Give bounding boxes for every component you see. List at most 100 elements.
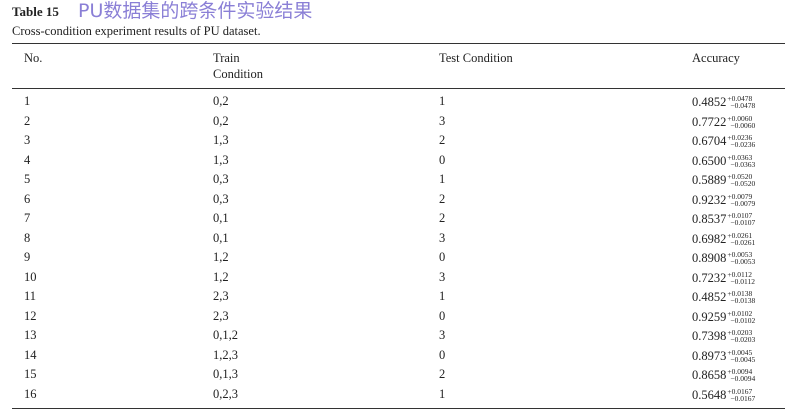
table-cell: 1	[24, 94, 31, 108]
table-cell: 2	[439, 367, 446, 381]
table-cell: 0,1	[213, 211, 229, 225]
table-cell: 14	[24, 347, 37, 362]
accuracy-cell: 0.7398 +0.0203 −0.0203	[692, 327, 755, 344]
table-cell: 3	[439, 230, 446, 245]
upper-bound: +0.0102	[727, 308, 753, 318]
accuracy-cell: 0.7722 +0.0060 −0.0060	[692, 113, 755, 130]
lower-bound: −0.0236	[730, 140, 756, 150]
accuracy-bounds: +0.0094 −0.0094	[727, 367, 756, 384]
table-cell: 11	[24, 289, 37, 303]
header-cell: Test Condition	[439, 51, 513, 65]
accuracy-cell: 0.8658 +0.0094 −0.0094	[692, 366, 755, 383]
table-cell: 15	[24, 367, 37, 381]
accuracy-cell: 0.8973 +0.0045 −0.0045	[692, 347, 755, 364]
table-cell: 0,2,3	[213, 386, 238, 401]
accuracy-bounds: +0.0112 −0.0112	[727, 269, 755, 285]
table-cell: 3	[24, 133, 31, 147]
table-cell: 1,3	[213, 152, 229, 167]
table-cell: 3	[439, 269, 446, 284]
accuracy-value: 0.5889	[692, 173, 727, 188]
table-cell: 1,3	[213, 133, 229, 147]
table-cell: 7	[24, 211, 31, 225]
upper-bound: +0.0053	[727, 250, 753, 260]
accuracy-bounds: +0.0102 −0.0102	[727, 308, 756, 325]
header-rule	[12, 88, 785, 89]
table-cell: 1	[439, 94, 446, 108]
table-cell: 1	[439, 386, 446, 401]
accuracy-cell: 0.9259 +0.0102 −0.0102	[692, 308, 755, 325]
table-cell: 0,3	[213, 172, 229, 186]
accuracy-value: 0.8658	[692, 368, 727, 383]
table-cell: 12	[24, 308, 37, 323]
accuracy-bounds: +0.0236 −0.0236	[727, 134, 756, 150]
lower-bound: −0.0045	[730, 354, 756, 364]
accuracy-value: 0.9232	[692, 192, 727, 207]
accuracy-value: 0.6982	[692, 231, 727, 246]
upper-bound: +0.0045	[727, 347, 753, 357]
accuracy-bounds: +0.0520 −0.0520	[727, 172, 756, 189]
accuracy-bounds: +0.0363 −0.0363	[727, 153, 755, 168]
accuracy-bounds: +0.0107 −0.0107	[727, 211, 756, 228]
accuracy-value: 0.9259	[692, 309, 727, 324]
accuracy-cell: 0.6704 +0.0236 −0.0236	[692, 132, 755, 149]
caption-text: Cross-condition experiment results of PU…	[12, 24, 261, 38]
lower-bound: −0.0094	[730, 374, 756, 384]
lower-bound: −0.0053	[730, 257, 756, 267]
upper-bound: +0.0079	[727, 191, 753, 201]
lower-bound: −0.0107	[730, 218, 756, 228]
accuracy-bounds: +0.0053 −0.0053	[727, 250, 756, 267]
accuracy-cell: 0.4852 +0.0138 −0.0138	[692, 288, 755, 305]
table-cell: 1,2,3	[213, 347, 238, 362]
table-cell: 2	[439, 211, 446, 225]
accuracy-cell: 0.6500 +0.0363 −0.0363	[692, 152, 755, 169]
table-cell: 5	[24, 172, 31, 186]
lower-bound: −0.0261	[730, 237, 756, 247]
accuracy-value: 0.6704	[692, 134, 727, 149]
accuracy-bounds: +0.0045 −0.0045	[727, 347, 756, 364]
accuracy-cell: 0.8537 +0.0107 −0.0107	[692, 210, 755, 227]
upper-bound: +0.0107	[727, 211, 753, 221]
table-cell: 2,3	[213, 308, 229, 323]
table-cell: 0,1	[213, 230, 229, 245]
upper-bound: +0.0094	[727, 367, 753, 377]
lower-bound: −0.0060	[730, 120, 756, 130]
lower-bound: −0.0079	[730, 198, 756, 208]
upper-bound: +0.0112	[727, 269, 752, 279]
table-cell: 0,2	[213, 94, 229, 108]
table-cell: 3	[439, 113, 446, 128]
table-cell: 2,3	[213, 289, 229, 303]
upper-bound: +0.0060	[727, 113, 753, 123]
upper-bound: +0.0261	[727, 230, 753, 240]
table-cell: 4	[24, 152, 31, 167]
header-cell: Train Condition	[213, 51, 264, 81]
accuracy-cell: 0.5889 +0.0520 −0.0520	[692, 171, 755, 188]
table-cell: 2	[439, 133, 446, 147]
accuracy-bounds: +0.0203 −0.0203	[727, 329, 755, 344]
accuracy-cell: 0.8908 +0.0053 −0.0053	[692, 249, 755, 266]
lower-bound: −0.0167	[730, 393, 756, 403]
lower-bound: −0.0520	[730, 179, 756, 189]
table-cell: 8	[24, 230, 31, 245]
lower-bound: −0.0478	[730, 101, 756, 111]
accuracy-value: 0.8973	[692, 348, 727, 363]
accuracy-cell: 0.5648 +0.0167 −0.0167	[692, 386, 755, 403]
accuracy-bounds: +0.0060 −0.0060	[727, 113, 756, 130]
lower-bound: −0.0138	[730, 296, 756, 306]
table-cell: 1,2	[213, 269, 229, 284]
header-cell: Accuracy	[692, 51, 740, 65]
table-cell: 6	[24, 191, 31, 206]
upper-bound: +0.0520	[727, 172, 753, 182]
accuracy-value: 0.6500	[692, 153, 727, 168]
upper-bound: +0.0167	[727, 386, 753, 396]
lower-bound: −0.0102	[730, 315, 756, 325]
accuracy-cell: 0.7232 +0.0112 −0.0112	[692, 269, 755, 286]
top-rule	[12, 43, 785, 44]
table-cell: 3	[439, 328, 446, 342]
accuracy-value: 0.8908	[692, 251, 727, 266]
accuracy-bounds: +0.0079 −0.0079	[727, 191, 756, 208]
accuracy-bounds: +0.0261 −0.0261	[727, 230, 756, 247]
upper-bound: +0.0478	[727, 94, 753, 104]
table-cell: 0,1,2	[213, 328, 238, 342]
table-cell: 2	[24, 113, 31, 128]
table-cell: 1	[439, 289, 446, 303]
